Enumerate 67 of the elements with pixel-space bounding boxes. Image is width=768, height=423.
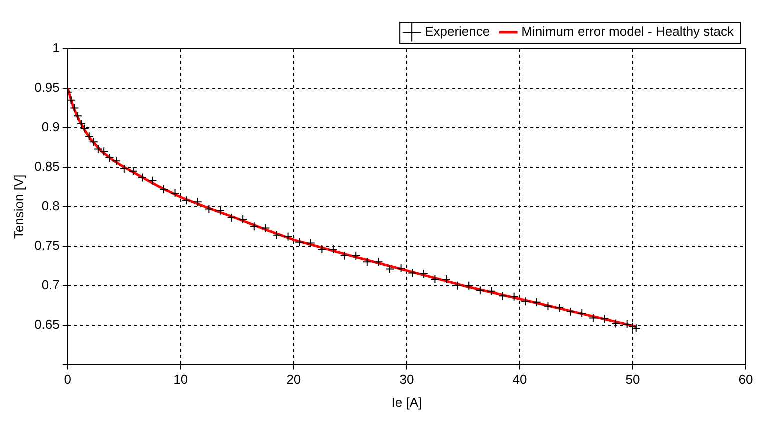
point	[74, 112, 83, 121]
point	[295, 238, 304, 247]
point	[396, 264, 406, 273]
point	[374, 258, 384, 267]
point	[566, 307, 576, 316]
point	[128, 166, 138, 176]
point	[464, 281, 474, 290]
point	[120, 164, 129, 174]
point	[453, 281, 462, 290]
point	[600, 314, 610, 324]
x-tick-label: 60	[738, 372, 754, 388]
y-tick-label: 1	[52, 40, 60, 56]
point	[408, 268, 418, 278]
point	[261, 224, 270, 233]
x-tick-label: 30	[400, 372, 414, 388]
point	[510, 292, 519, 302]
point	[442, 275, 452, 284]
legend-label: Experience	[425, 24, 490, 40]
point	[362, 258, 372, 267]
y-tick-label: 0.85	[34, 159, 60, 174]
point	[70, 104, 80, 113]
x-tick-label: 10	[174, 372, 188, 388]
x-tick-label: 50	[626, 372, 640, 388]
point	[578, 308, 587, 318]
y-tick-label: 0.7	[42, 277, 60, 292]
point	[238, 215, 248, 224]
point	[318, 245, 327, 254]
point	[498, 292, 508, 301]
legend-label: Minimum error model - Healthy stack	[522, 24, 734, 40]
point	[138, 173, 147, 182]
point	[487, 286, 496, 296]
point	[148, 176, 158, 186]
point	[159, 185, 168, 194]
point	[170, 188, 180, 198]
x-tick-label: 40	[512, 372, 528, 388]
y-axis-title: Tension [V]	[11, 174, 26, 240]
point	[544, 302, 553, 311]
point	[68, 96, 76, 105]
point	[306, 238, 316, 248]
y-tick-label: 0.75	[34, 238, 60, 253]
point	[476, 286, 485, 296]
point	[284, 232, 293, 242]
x-axis-title: Ie [A]	[392, 394, 422, 410]
point	[340, 251, 350, 260]
x-tick-label: 20	[286, 372, 302, 388]
point	[555, 303, 564, 312]
y-tick-label: 0.8	[42, 198, 60, 214]
y-tick-label: 0.95	[34, 80, 60, 96]
point	[272, 230, 282, 240]
point	[532, 298, 542, 307]
point	[386, 264, 394, 274]
point	[352, 251, 361, 260]
point	[193, 198, 202, 207]
point	[250, 222, 259, 232]
point	[419, 270, 428, 279]
y-tick-label: 0.65	[34, 316, 60, 332]
point	[588, 314, 598, 323]
point	[182, 196, 192, 206]
point	[521, 297, 530, 306]
point	[204, 204, 214, 214]
point	[632, 324, 641, 333]
y-tick-label: 0.9	[42, 120, 60, 135]
point	[430, 275, 440, 284]
x-tick-label: 0	[64, 372, 72, 388]
point	[612, 319, 621, 328]
point	[227, 213, 236, 222]
point	[328, 245, 338, 254]
